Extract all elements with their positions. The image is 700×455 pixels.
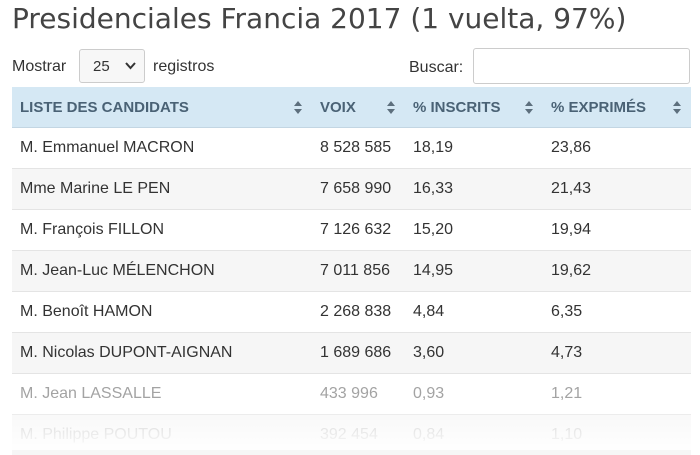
table-controls: Mostrar 25 registros Buscar: — [12, 48, 690, 86]
column-header-label: % EXPRIMÉS — [551, 99, 646, 116]
expressed-pct-cell: 21,43 — [543, 169, 691, 210]
sort-icon — [673, 101, 681, 114]
sort-icon — [525, 101, 533, 114]
table-row: M. François FILLON 7 126 632 15,20 19,94 — [12, 210, 691, 251]
registered-pct-cell: 15,20 — [405, 210, 543, 251]
column-header-label: % INSCRITS — [413, 99, 501, 116]
candidate-cell: M. Benoît HAMON — [12, 292, 312, 333]
column-header-expressed-pct[interactable]: % EXPRIMÉS — [543, 87, 691, 128]
column-header-registered-pct[interactable]: % INSCRITS — [405, 87, 543, 128]
search-label: Buscar: — [409, 59, 463, 77]
candidate-cell: M. Jean LASSALLE — [12, 374, 312, 415]
header-row: LISTE DES CANDIDATS VOIX % INSCRITS % EX… — [12, 87, 691, 128]
candidate-cell: M. Emmanuel MACRON — [12, 128, 312, 169]
table-row: M. Jean LASSALLE 433 996 0,93 1,21 — [12, 374, 691, 415]
page-size-value: 25 — [93, 58, 110, 75]
expressed-pct-cell: 6,35 — [543, 292, 691, 333]
votes-cell: 7 658 990 — [312, 169, 405, 210]
candidate-cell: Mme Marine LE PEN — [12, 169, 312, 210]
table-row: Mme Marine LE PEN 7 658 990 16,33 21,43 — [12, 169, 691, 210]
candidate-cell: M. François FILLON — [12, 210, 312, 251]
expressed-pct-cell: 23,86 — [543, 128, 691, 169]
registered-pct-cell: 3,60 — [405, 333, 543, 374]
votes-cell: 1 689 686 — [312, 333, 405, 374]
records-label: registros — [153, 58, 214, 76]
chevron-down-icon — [125, 61, 136, 71]
table-row: M. Nicolas DUPONT-AIGNAN 1 689 686 3,60 … — [12, 333, 691, 374]
table-row: M. Philippe POUTOU 392 454 0,84 1,10 — [12, 415, 691, 455]
table-row: M. Jean-Luc MÉLENCHON 7 011 856 14,95 19… — [12, 251, 691, 292]
table-row: M. Benoît HAMON 2 268 838 4,84 6,35 — [12, 292, 691, 333]
expressed-pct-cell: 1,10 — [543, 415, 691, 455]
expressed-pct-cell: 19,62 — [543, 251, 691, 292]
registered-pct-cell: 18,19 — [405, 128, 543, 169]
column-header-label: LISTE DES CANDIDATS — [20, 99, 189, 116]
column-header-votes[interactable]: VOIX — [312, 87, 405, 128]
registered-pct-cell: 16,33 — [405, 169, 543, 210]
candidate-cell: M. Philippe POUTOU — [12, 415, 312, 455]
candidate-cell: M. Nicolas DUPONT-AIGNAN — [12, 333, 312, 374]
registered-pct-cell: 0,93 — [405, 374, 543, 415]
search-input[interactable] — [473, 48, 690, 84]
votes-cell: 2 268 838 — [312, 292, 405, 333]
registered-pct-cell: 4,84 — [405, 292, 543, 333]
column-header-label: VOIX — [320, 99, 356, 116]
expressed-pct-cell: 1,21 — [543, 374, 691, 415]
votes-cell: 7 126 632 — [312, 210, 405, 251]
show-label: Mostrar — [12, 58, 66, 76]
votes-cell: 433 996 — [312, 374, 405, 415]
votes-cell: 392 454 — [312, 415, 405, 455]
expressed-pct-cell: 4,73 — [543, 333, 691, 374]
sort-icon — [387, 101, 395, 114]
page-title: Presidenciales Francia 2017 (1 vuelta, 9… — [12, 2, 626, 35]
page-size-select[interactable]: 25 — [79, 49, 145, 83]
votes-cell: 7 011 856 — [312, 251, 405, 292]
table-row: M. Emmanuel MACRON 8 528 585 18,19 23,86 — [12, 128, 691, 169]
candidate-cell: M. Jean-Luc MÉLENCHON — [12, 251, 312, 292]
registered-pct-cell: 14,95 — [405, 251, 543, 292]
sort-icon — [294, 101, 302, 114]
registered-pct-cell: 0,84 — [405, 415, 543, 455]
expressed-pct-cell: 19,94 — [543, 210, 691, 251]
column-header-candidates[interactable]: LISTE DES CANDIDATS — [12, 87, 312, 128]
results-table: LISTE DES CANDIDATS VOIX % INSCRITS % EX… — [12, 87, 691, 455]
votes-cell: 8 528 585 — [312, 128, 405, 169]
